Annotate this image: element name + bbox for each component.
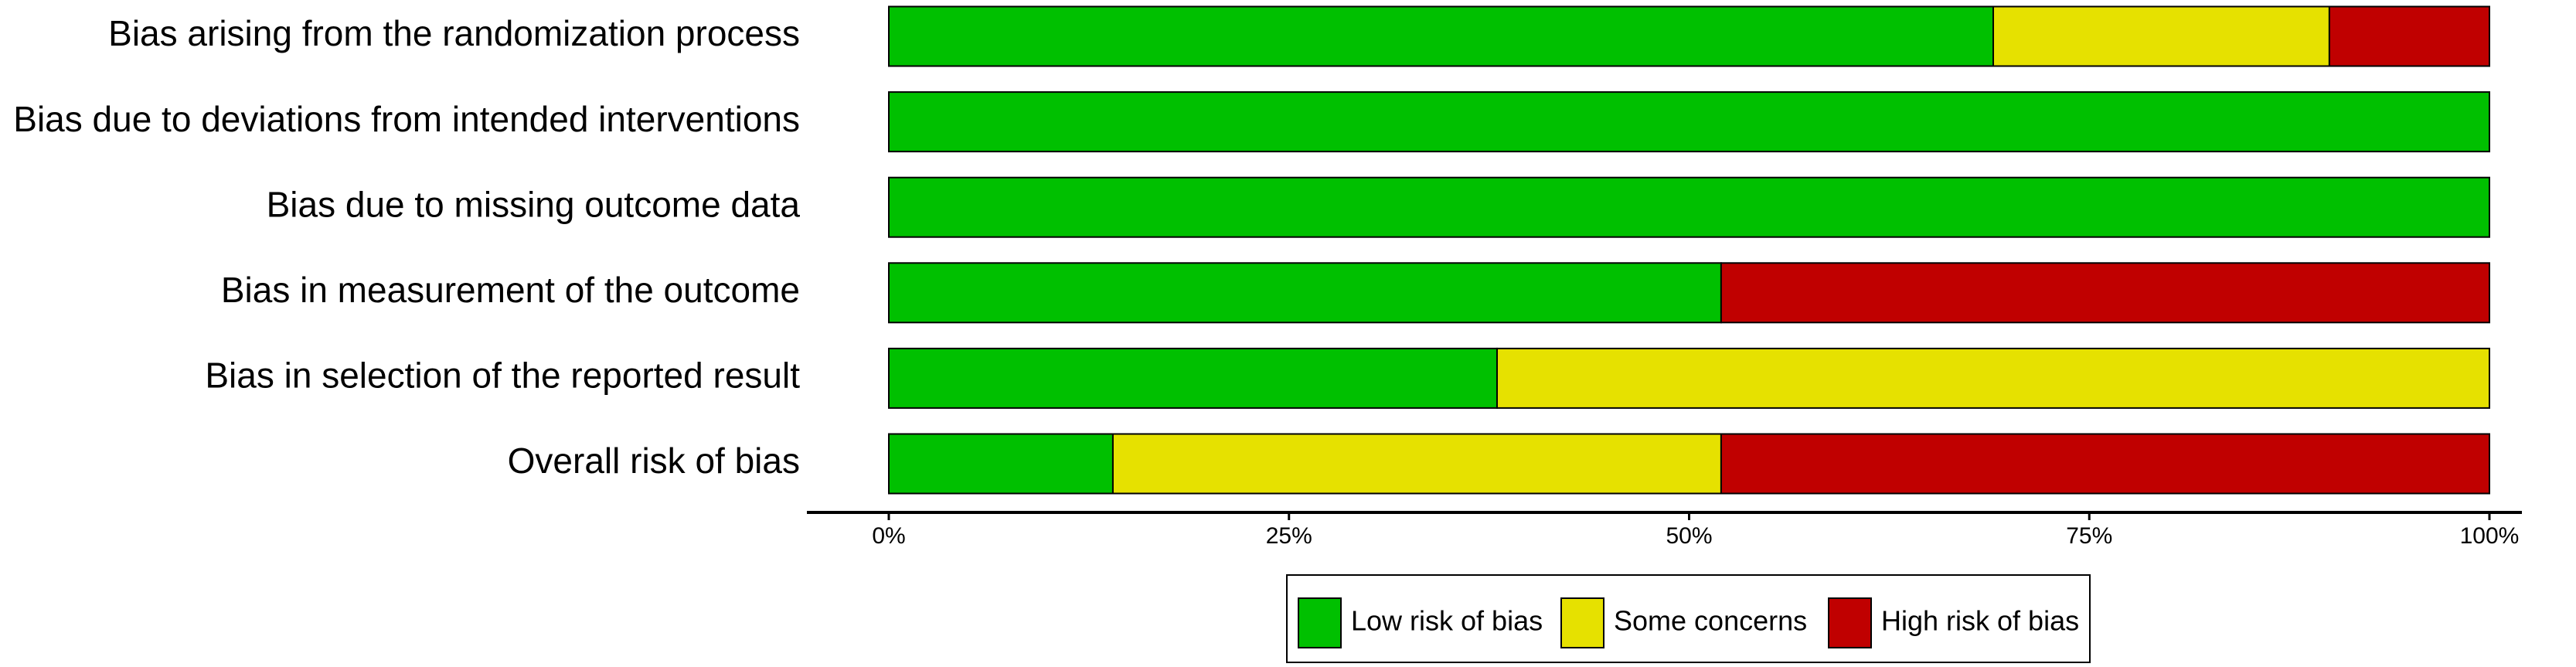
bar-segment bbox=[2328, 5, 2490, 67]
category-label: Bias due to deviations from intended int… bbox=[13, 99, 800, 139]
legend-box bbox=[1286, 574, 2091, 663]
category-label: Overall risk of bias bbox=[508, 441, 800, 481]
bar-segment bbox=[888, 5, 1994, 67]
x-tick-label: 25% bbox=[1266, 523, 1312, 549]
legend-label: High risk of bias bbox=[1881, 605, 2079, 637]
legend-label: Low risk of bias bbox=[1351, 605, 1543, 637]
bar-segment bbox=[888, 176, 2490, 238]
category-label: Bias arising from the randomization proc… bbox=[108, 13, 800, 53]
legend-key bbox=[1298, 597, 1342, 648]
legend-key bbox=[1560, 597, 1604, 648]
bar-segment bbox=[888, 262, 1722, 324]
bar-segment bbox=[1720, 262, 2490, 324]
legend-key bbox=[1828, 597, 1872, 648]
legend-label: Some concerns bbox=[1614, 605, 1807, 637]
x-tick-label: 100% bbox=[2460, 523, 2520, 549]
bar-segment bbox=[1496, 347, 2490, 409]
bar-segment bbox=[888, 91, 2490, 153]
x-tick-label: 75% bbox=[2066, 523, 2112, 549]
bar-segment bbox=[888, 347, 1498, 409]
bar-segment bbox=[1992, 5, 2330, 67]
category-label: Bias in measurement of the outcome bbox=[221, 270, 800, 310]
bar-segment bbox=[1111, 433, 1722, 495]
bar-segment bbox=[888, 433, 1114, 495]
category-label: Bias in selection of the reported result bbox=[205, 356, 800, 396]
x-tick-label: 50% bbox=[1666, 523, 1712, 549]
category-label: Bias due to missing outcome data bbox=[267, 184, 801, 224]
x-tick-label: 0% bbox=[872, 523, 905, 549]
bar-segment bbox=[1720, 433, 2490, 495]
